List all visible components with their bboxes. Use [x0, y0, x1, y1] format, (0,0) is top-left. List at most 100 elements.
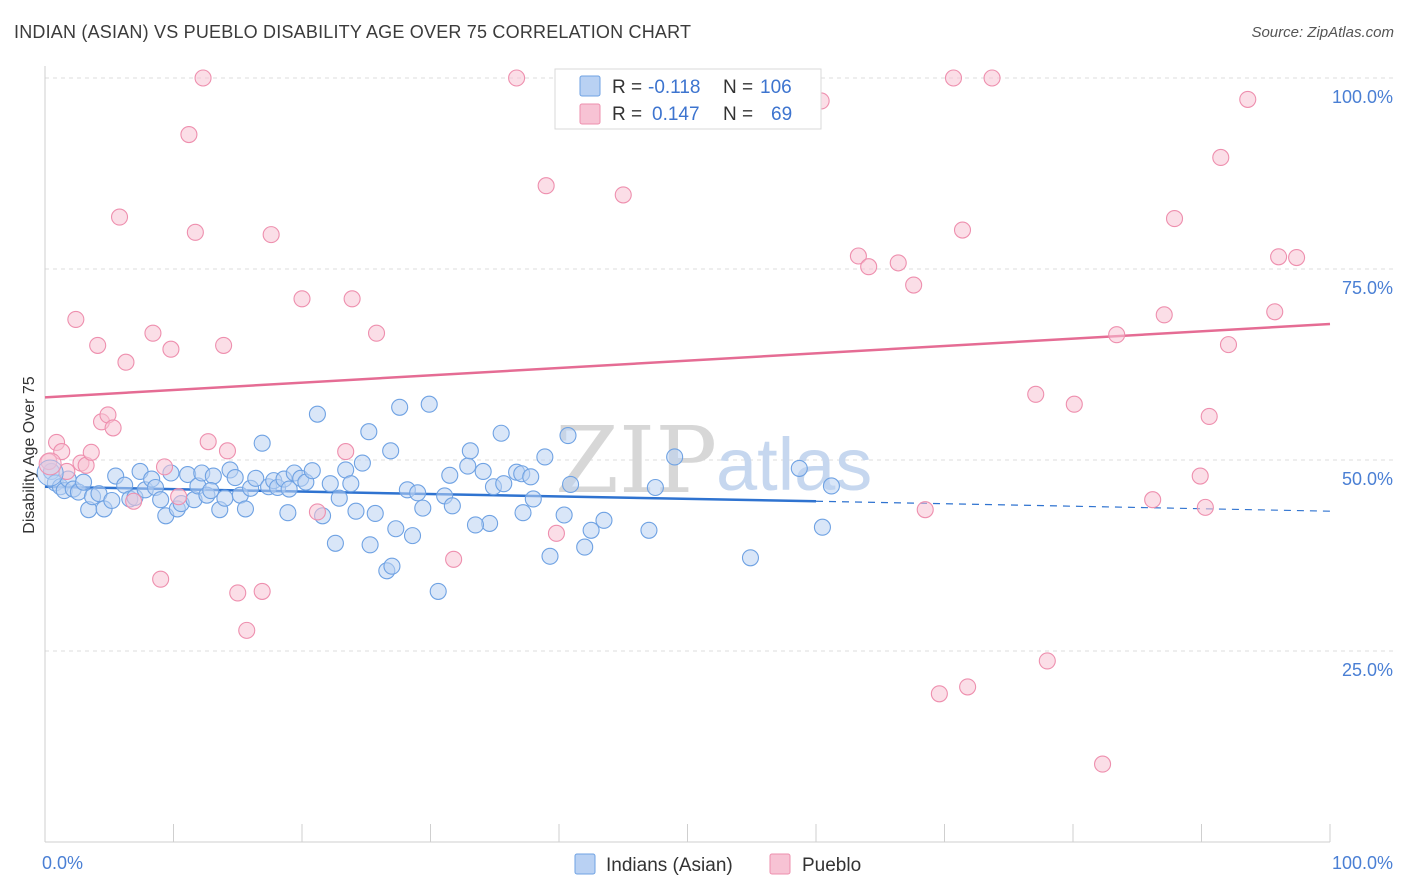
- point-indians: [524, 490, 542, 508]
- point-indians: [387, 520, 405, 538]
- legend-r-label-2: R =: [612, 104, 642, 125]
- point-pueblo: [1239, 90, 1257, 108]
- point-indians-cluster: [36, 459, 64, 487]
- source-label: Source: ZipAtlas.com: [1251, 24, 1394, 41]
- point-pueblo: [1212, 148, 1230, 167]
- point-indians: [366, 504, 384, 523]
- point-indians: [429, 582, 447, 600]
- point-pueblo: [1200, 407, 1218, 426]
- stats-legend: R = -0.118 N = 106 R = 0.147 N = 69: [554, 68, 822, 130]
- x-tick-max: 100.0%: [1332, 853, 1393, 873]
- point-pueblo: [117, 353, 135, 371]
- point-pueblo: [180, 125, 198, 144]
- point-pueblo: [445, 550, 463, 568]
- point-indians: [443, 497, 461, 515]
- y-tick-50: 50.0%: [1342, 469, 1393, 489]
- point-indians: [474, 462, 492, 481]
- y-axis-label: Disability Age Over 75: [21, 376, 38, 534]
- point-indians: [321, 475, 339, 493]
- point-indians: [152, 491, 170, 509]
- point-indians: [481, 514, 499, 532]
- y-tick-75: 75.0%: [1342, 278, 1393, 298]
- point-indians: [461, 442, 479, 460]
- point-pueblo: [508, 69, 526, 87]
- point-pueblo: [1266, 303, 1284, 321]
- point-pueblo: [1270, 248, 1288, 266]
- point-pueblo: [367, 324, 386, 342]
- trend-line-indians-dashed: [815, 500, 1331, 512]
- point-indians: [514, 504, 532, 522]
- point-indians: [409, 484, 427, 502]
- point-indians: [226, 469, 244, 487]
- point-indians: [103, 491, 121, 510]
- point-pueblo: [67, 310, 85, 328]
- point-indians: [555, 506, 573, 524]
- point-pueblo: [1094, 755, 1112, 773]
- point-indians: [280, 480, 298, 498]
- legend-label-indians: Indians (Asian): [606, 855, 733, 876]
- point-indians: [391, 398, 409, 416]
- point-pueblo: [959, 678, 977, 696]
- point-indians: [441, 466, 459, 484]
- point-indians: [536, 448, 554, 466]
- y-tick-labels: 100.0% 75.0% 50.0% 25.0%: [1332, 87, 1393, 680]
- series-legend: Indians (Asian) Pueblo: [574, 853, 861, 876]
- legend-n-value-2: 69: [771, 104, 792, 125]
- point-pueblo: [215, 336, 233, 354]
- point-indians: [414, 499, 432, 517]
- point-pueblo: [155, 458, 174, 476]
- point-indians: [741, 549, 760, 567]
- point-pueblo: [144, 324, 162, 342]
- point-indians: [204, 467, 222, 485]
- point-pueblo: [953, 221, 972, 239]
- point-pueblo: [1144, 491, 1162, 509]
- point-indians: [253, 434, 271, 452]
- point-pueblo: [905, 276, 923, 294]
- point-indians: [308, 405, 326, 423]
- point-pueblo: [194, 69, 212, 87]
- legend-n-label-2: N =: [723, 104, 753, 125]
- point-pueblo: [1219, 336, 1238, 354]
- point-indians: [813, 518, 831, 536]
- point-pueblo: [849, 247, 867, 265]
- point-indians: [420, 395, 438, 413]
- point-indians: [360, 423, 378, 441]
- legend-r-value-2: 0.147: [652, 104, 700, 125]
- point-indians: [382, 442, 400, 460]
- point-indians: [330, 489, 348, 507]
- legend-r-value-1: -0.118: [648, 77, 700, 98]
- point-indians: [790, 459, 808, 477]
- point-indians: [562, 475, 580, 493]
- point-pueblo: [1108, 326, 1126, 344]
- point-pueblo: [218, 442, 237, 460]
- point-pueblo: [1191, 467, 1209, 485]
- point-pueblo: [1038, 652, 1056, 670]
- legend-n-label-1: N =: [723, 77, 753, 98]
- point-pueblo: [944, 69, 963, 87]
- point-pueblo: [547, 524, 565, 542]
- legend-swatch-pueblo: [769, 853, 791, 875]
- point-pueblo: [1196, 498, 1214, 516]
- point-pueblo: [104, 419, 122, 437]
- legend-n-value-1: 106: [760, 77, 792, 98]
- point-pueblo: [860, 258, 878, 276]
- point-pueblo: [983, 69, 1001, 87]
- point-pueblo: [1027, 385, 1045, 403]
- point-indians: [347, 502, 365, 520]
- legend-swatch-pink: [579, 103, 601, 125]
- point-pueblo: [1288, 248, 1306, 267]
- point-indians: [595, 511, 613, 529]
- point-pueblo: [253, 582, 271, 600]
- point-indians: [466, 516, 485, 534]
- point-pueblo: [308, 503, 326, 521]
- legend-swatch-blue: [579, 75, 601, 97]
- point-indians: [559, 427, 577, 445]
- point-indians: [403, 527, 422, 545]
- trend-line-pueblo: [44, 322, 1331, 399]
- point-pueblo: [186, 223, 204, 241]
- legend-swatch-indians: [574, 853, 596, 875]
- point-indians: [522, 468, 540, 486]
- point-indians: [279, 504, 297, 522]
- watermark: ZIP atlas: [555, 407, 872, 514]
- point-pueblo: [152, 570, 170, 588]
